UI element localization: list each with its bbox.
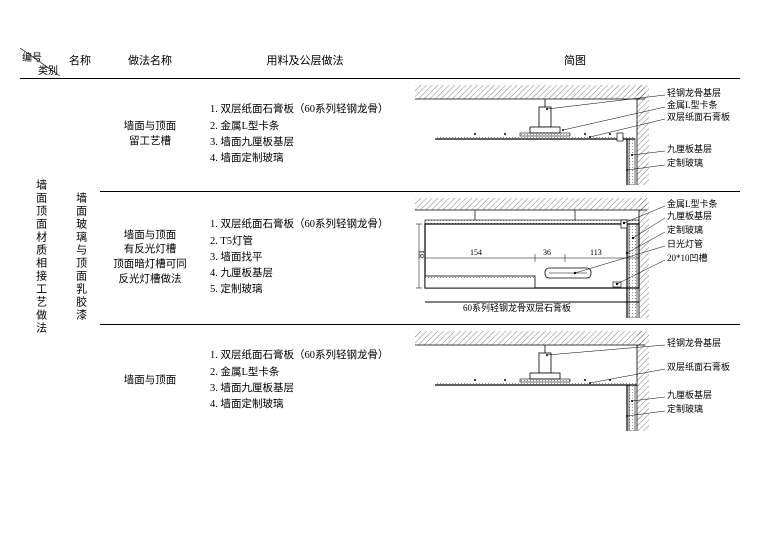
desc-line: 墙面与顶面	[104, 374, 196, 389]
diagram-label: 日光灯管	[667, 240, 703, 250]
header-slash: 编号 类别	[20, 48, 60, 79]
diagram-label: 双层纸面石膏板	[667, 363, 730, 373]
desc-line: 墙面与顶面	[104, 120, 196, 135]
desc-line: 反光灯槽做法	[104, 273, 196, 288]
method-item: 5. 定制玻璃	[210, 282, 406, 298]
method-item: 4. 墙面定制玻璃	[210, 397, 406, 413]
diagram-0: 轻钢龙骨基层 金属L型卡条 双层纸面石膏板 九厘板基层 定制玻璃	[415, 85, 735, 185]
desc-line: 留工艺槽	[104, 135, 196, 150]
method-item: 3. 墙面九厘板基层	[210, 381, 406, 397]
header-name: 名称	[60, 48, 100, 79]
diagram-1: 154 36 113 81	[415, 198, 735, 318]
method-item: 2. 金属L型卡条	[210, 119, 406, 135]
method-item: 3. 墙面九厘板基层	[210, 135, 406, 151]
page: { "header": { "slash_top": "编号", "slash_…	[0, 0, 760, 537]
header-row: 编号 类别 名称 做法名称 用料及公层做法 简图	[20, 48, 740, 79]
diagram-label: 定制玻璃	[667, 226, 703, 236]
diagram-label: 九厘板基层	[667, 391, 712, 401]
header-slash-bot: 类别	[38, 62, 58, 77]
method-item: 1. 双层纸面石膏板（60系列轻钢龙骨）	[210, 217, 406, 233]
dim-h: 81	[417, 250, 426, 258]
cell-methods-2: 1. 双层纸面石膏板（60系列轻钢龙骨） 2. 金属L型卡条 3. 墙面九厘板基…	[200, 325, 410, 438]
cell-methods-1: 1. 双层纸面石膏板（60系列轻钢龙骨） 2. T5灯管 3. 墙面找平 4. …	[200, 192, 410, 325]
method-item: 2. 金属L型卡条	[210, 365, 406, 381]
diagram-label: 九厘板基层	[667, 145, 712, 155]
diagram-label: 定制玻璃	[667, 405, 703, 415]
cell-methods-0: 1. 双层纸面石膏板（60系列轻钢龙骨） 2. 金属L型卡条 3. 墙面九厘板基…	[200, 79, 410, 192]
method-item: 1. 双层纸面石膏板（60系列轻钢龙骨）	[210, 102, 406, 118]
dim-b: 36	[543, 248, 551, 257]
table-row: 墙面与顶面 1. 双层纸面石膏板（60系列轻钢龙骨） 2. 金属L型卡条 3. …	[20, 325, 740, 438]
desc-line: 墙面与顶面	[104, 229, 196, 244]
desc-line: 有反光灯槽	[104, 243, 196, 258]
diagram-label: 金属L型卡条	[667, 200, 718, 210]
diagram-caption: 60系列轻钢龙骨双层石膏板	[463, 304, 571, 314]
diagram-label: 双层纸面石膏板	[667, 113, 730, 123]
diagram-label: 轻钢龙骨基层	[667, 339, 721, 349]
dim-c: 113	[590, 248, 602, 257]
method-item: 4. 九厘板基层	[210, 266, 406, 282]
diagram-2: 轻钢龙骨基层 双层纸面石膏板 九厘板基层 定制玻璃	[415, 331, 735, 431]
table-row: 墙面与顶面 有反光灯槽 顶面暗灯槽可同 反光灯槽做法 1. 双层纸面石膏板（60…	[20, 192, 740, 325]
main-table: 编号 类别 名称 做法名称 用料及公层做法 简图 墙面顶面材质相接工艺做法 墙面…	[20, 48, 740, 437]
header-layers: 用料及公层做法	[200, 48, 410, 79]
diagram-label: 金属L型卡条	[667, 101, 718, 111]
table-row: 墙面顶面材质相接工艺做法 墙面玻璃与顶面乳胶漆 墙面与顶面 留工艺槽 1. 双层…	[20, 79, 740, 192]
leibie-text: 墙面玻璃与顶面乳胶漆	[73, 192, 86, 322]
diagram-label: 九厘板基层	[667, 212, 712, 222]
cell-desc-2: 墙面与顶面	[100, 325, 200, 438]
method-item: 3. 墙面找平	[210, 250, 406, 266]
cell-diagram-0: 轻钢龙骨基层 金属L型卡条 双层纸面石膏板 九厘板基层 定制玻璃	[410, 79, 740, 192]
dim-a: 154	[470, 248, 482, 257]
cell-desc-1: 墙面与顶面 有反光灯槽 顶面暗灯槽可同 反光灯槽做法	[100, 192, 200, 325]
bianhao-text: 墙面顶面材质相接工艺做法	[33, 179, 46, 335]
method-item: 4. 墙面定制玻璃	[210, 151, 406, 167]
header-method: 做法名称	[100, 48, 200, 79]
cell-desc-0: 墙面与顶面 留工艺槽	[100, 79, 200, 192]
cell-diagram-2: 轻钢龙骨基层 双层纸面石膏板 九厘板基层 定制玻璃	[410, 325, 740, 438]
cell-leibie: 墙面玻璃与顶面乳胶漆	[60, 79, 100, 438]
method-item: 1. 双层纸面石膏板（60系列轻钢龙骨）	[210, 348, 406, 364]
diagram-label: 20*10凹槽	[667, 254, 708, 264]
cell-diagram-1: 154 36 113 81	[410, 192, 740, 325]
header-diagram: 简图	[410, 48, 740, 79]
diagram-label: 轻钢龙骨基层	[667, 89, 721, 99]
diagram-label: 定制玻璃	[667, 159, 703, 169]
desc-line: 顶面暗灯槽可同	[104, 258, 196, 273]
method-item: 2. T5灯管	[210, 234, 406, 250]
cell-bianhao: 墙面顶面材质相接工艺做法	[20, 79, 60, 438]
